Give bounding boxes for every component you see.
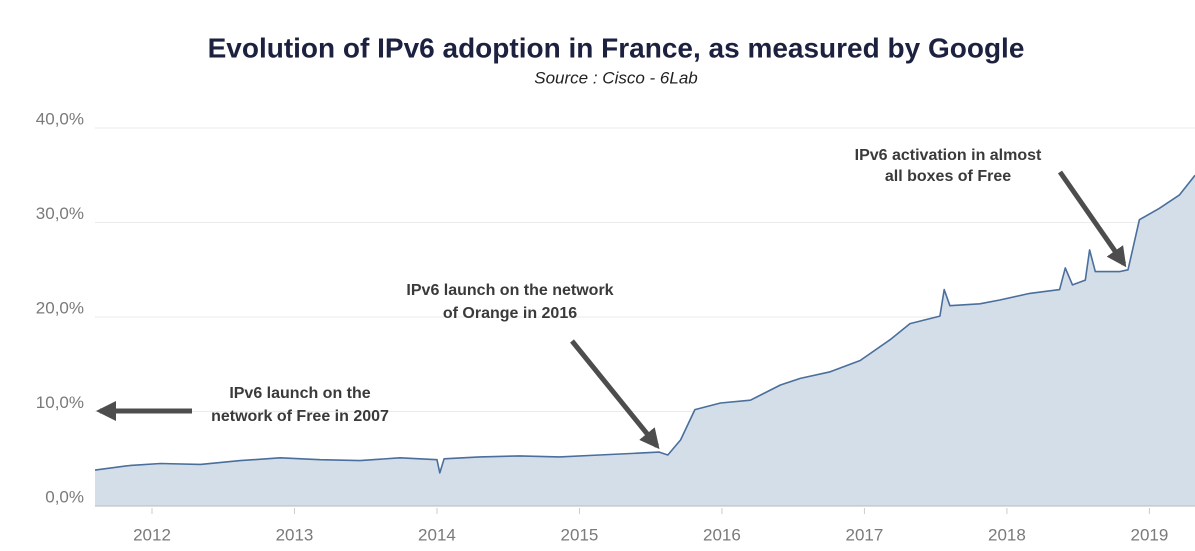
x-tick-label: 2012: [133, 525, 171, 544]
x-tick-label: 2015: [561, 525, 599, 544]
arrow: [570, 339, 660, 450]
arrow: [1057, 170, 1127, 268]
y-tick-label: 40,0%: [36, 109, 84, 128]
area: [95, 175, 1195, 507]
x-tick-label: 2017: [846, 525, 884, 544]
line: [94, 174, 1195, 474]
annotation: IPv6 launch on the: [229, 385, 370, 402]
chart-title: Evolution of IPv6 adoption in France, as…: [208, 32, 1025, 63]
y-tick-label: 0,0%: [45, 487, 84, 506]
x-tick-label: 2013: [276, 525, 314, 544]
x-tick-label: 2014: [418, 525, 456, 544]
annotation: IPv6 launch on the network: [406, 282, 613, 299]
plot-area: 0,0% 10,0% 20,0% 30,0% 40,0% 2012 2013 2014 2015…: [36, 109, 1195, 544]
x-tick-label: 2016: [703, 525, 741, 544]
y-tick-label: 20,0%: [36, 298, 84, 317]
chart-subtitle: Source : Cisco - 6Lab: [534, 68, 697, 87]
annotation-arrows: [96, 170, 1127, 450]
annotation: network of Free in 2007: [211, 408, 389, 425]
x-tick-label: 2018: [988, 525, 1026, 544]
x-tick-label: 2019: [1130, 525, 1168, 544]
y-tick-label: 10,0%: [36, 393, 84, 412]
annotation: of Orange in 2016: [443, 305, 577, 322]
annotation: IPv6 activation in almost: [855, 147, 1042, 164]
y-tick-label: 30,0%: [36, 204, 84, 223]
annotation: all boxes of Free: [885, 168, 1011, 185]
